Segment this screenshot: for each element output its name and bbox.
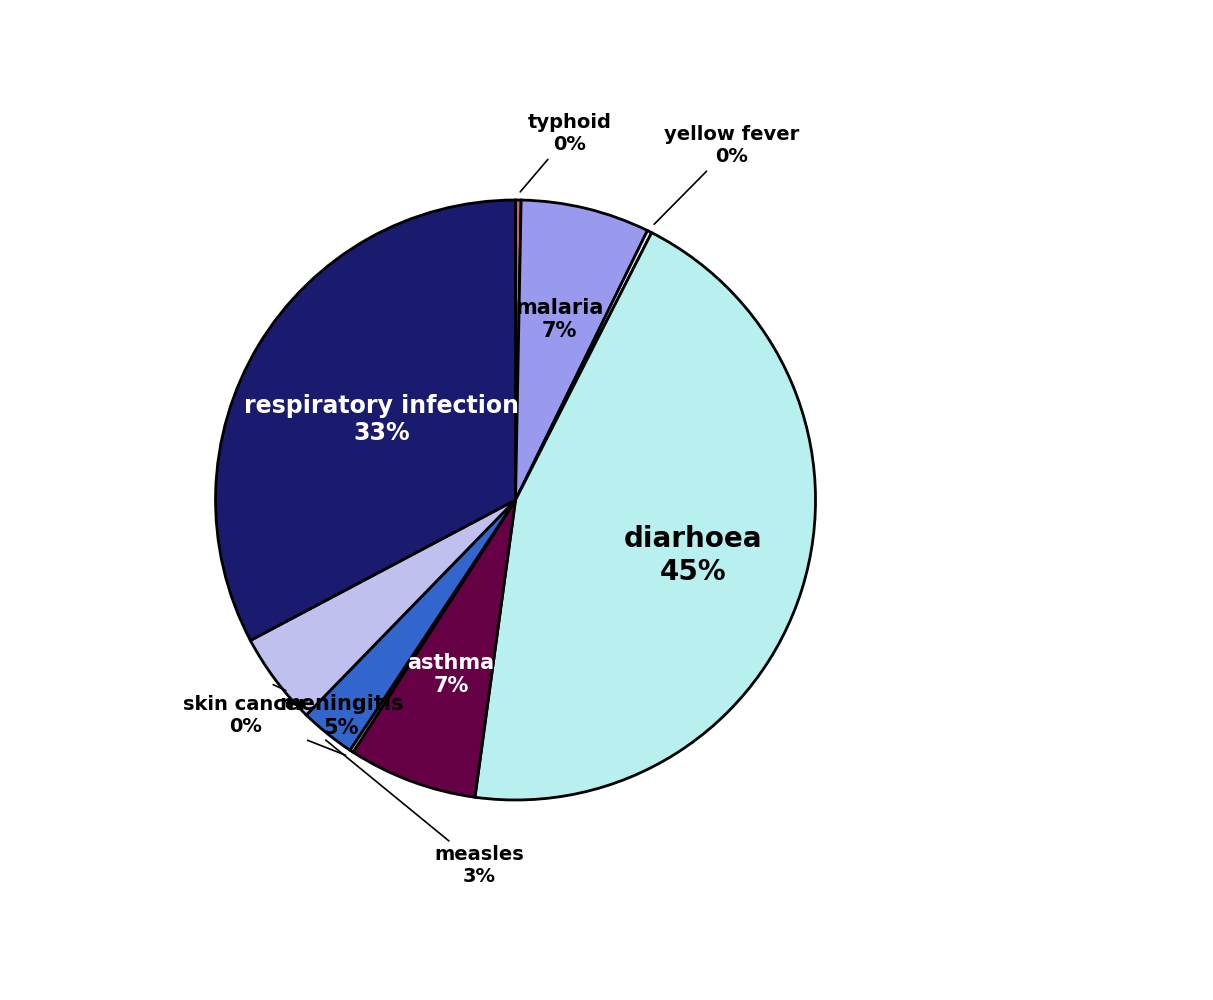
Wedge shape xyxy=(349,500,516,752)
Wedge shape xyxy=(353,500,516,797)
Text: malaria
7%: malaria 7% xyxy=(516,298,603,341)
Text: respiratory infection
33%: respiratory infection 33% xyxy=(244,394,519,445)
Text: meningitis
5%: meningitis 5% xyxy=(273,685,404,738)
Text: yellow fever
0%: yellow fever 0% xyxy=(654,125,799,224)
Wedge shape xyxy=(516,200,648,500)
Wedge shape xyxy=(307,500,516,750)
Text: asthma
7%: asthma 7% xyxy=(408,653,495,696)
Wedge shape xyxy=(250,500,516,715)
Text: skin cancer
0%: skin cancer 0% xyxy=(183,696,346,755)
Wedge shape xyxy=(475,233,815,800)
Text: typhoid
0%: typhoid 0% xyxy=(520,113,611,192)
Text: diarhoea
45%: diarhoea 45% xyxy=(623,525,762,586)
Wedge shape xyxy=(516,200,522,500)
Text: measles
3%: measles 3% xyxy=(325,740,524,886)
Wedge shape xyxy=(216,200,516,640)
Wedge shape xyxy=(516,231,651,500)
